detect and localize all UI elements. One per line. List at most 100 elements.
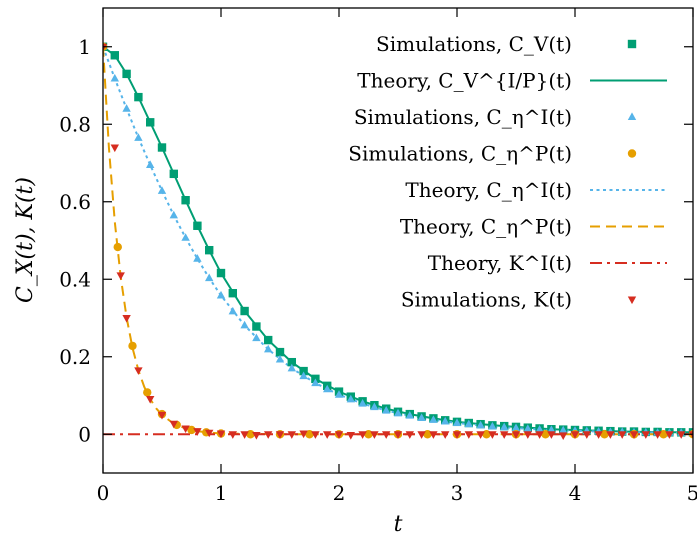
y-tick-label: 0 (78, 422, 91, 446)
y-tick-label: 0.6 (59, 190, 91, 214)
data-point (417, 413, 426, 421)
data-point (429, 431, 438, 439)
data-point (659, 430, 668, 439)
data-point (103, 43, 108, 52)
data-point (523, 431, 532, 439)
data-point (143, 388, 152, 397)
data-point (264, 431, 273, 439)
data-point (393, 431, 403, 439)
data-point (181, 425, 190, 434)
data-point (482, 430, 491, 439)
data-point (464, 431, 473, 439)
series-2 (103, 42, 693, 437)
data-point (305, 430, 314, 439)
data-point (323, 431, 332, 439)
data-point (193, 221, 202, 230)
data-point (370, 402, 379, 411)
data-point (452, 418, 462, 427)
data-point (600, 430, 609, 439)
data-point (146, 160, 155, 168)
data-point (169, 169, 178, 179)
data-point (240, 431, 249, 439)
data-point (134, 367, 143, 375)
data-point (287, 363, 296, 372)
data-point (500, 422, 509, 431)
data-point (205, 273, 214, 282)
data-point (334, 431, 344, 439)
x-axis-label: t (394, 512, 403, 537)
y-tick-label: 1 (78, 35, 91, 59)
data-point (205, 245, 214, 255)
plot-area (103, 42, 693, 441)
data-point (382, 431, 391, 439)
data-point (146, 118, 155, 127)
data-point (110, 73, 119, 82)
axis-ticks: 0 1 2 3 4 5 0 0.2 0.4 0.6 0.8 1 (59, 8, 697, 505)
data-point (535, 425, 544, 433)
data-point (299, 371, 308, 380)
data-point (405, 411, 414, 419)
data-point (441, 416, 450, 425)
data-point (169, 420, 178, 429)
data-point (110, 51, 119, 60)
data-point (157, 411, 167, 420)
data-point (594, 431, 603, 439)
data-point (334, 390, 344, 398)
data-point (205, 429, 214, 438)
data-point (240, 320, 249, 329)
data-point (382, 406, 391, 414)
data-point (216, 268, 226, 278)
data-point (299, 366, 308, 376)
data-point (559, 432, 568, 441)
data-point (429, 415, 438, 423)
data-point (228, 431, 237, 439)
data-point (122, 104, 131, 112)
y-axis-label: C_X(t), K(t) (13, 177, 38, 303)
data-point (358, 399, 367, 407)
data-point (541, 430, 550, 439)
data-point (488, 421, 497, 430)
data-point (547, 431, 556, 439)
data-point (134, 92, 143, 102)
data-point (547, 425, 556, 433)
data-point (370, 431, 379, 439)
data-point (216, 290, 226, 299)
data-point (181, 233, 190, 241)
data-point (441, 431, 450, 439)
data-point (252, 333, 261, 342)
data-point (364, 430, 373, 439)
data-point (275, 354, 285, 363)
legend: Simulations, C_V(t) Theory, C_V^{I/P}(t) S… (348, 32, 667, 312)
data-point (476, 420, 485, 429)
data-point (488, 431, 497, 439)
data-point (275, 431, 285, 439)
legend-label-3: Simulations, C_η^P(t) (348, 142, 572, 166)
data-point (134, 133, 143, 141)
data-point (606, 431, 615, 439)
data-point (157, 186, 167, 194)
data-point (452, 431, 462, 439)
data-point (582, 431, 591, 439)
data-point (228, 306, 237, 315)
x-tick-label: 5 (687, 481, 697, 505)
data-point (157, 143, 167, 152)
legend-label-1: Theory, C_V^{I/P}(t) (357, 69, 572, 93)
data-point (169, 210, 178, 219)
y-tick-label: 0.4 (59, 267, 91, 291)
series-7 (103, 43, 693, 441)
data-point (275, 347, 285, 357)
data-point (511, 423, 521, 432)
y-tick-label: 0.8 (59, 112, 91, 136)
data-point (311, 431, 320, 439)
data-point (122, 315, 131, 323)
data-point (113, 242, 122, 252)
x-tick-label: 0 (97, 481, 110, 505)
data-point (653, 431, 662, 439)
data-point (193, 254, 202, 262)
legend-swatch-2 (627, 112, 637, 120)
data-point (228, 289, 237, 298)
data-point (252, 322, 261, 331)
data-point (110, 144, 119, 153)
data-point (618, 431, 627, 439)
data-point (193, 428, 202, 436)
